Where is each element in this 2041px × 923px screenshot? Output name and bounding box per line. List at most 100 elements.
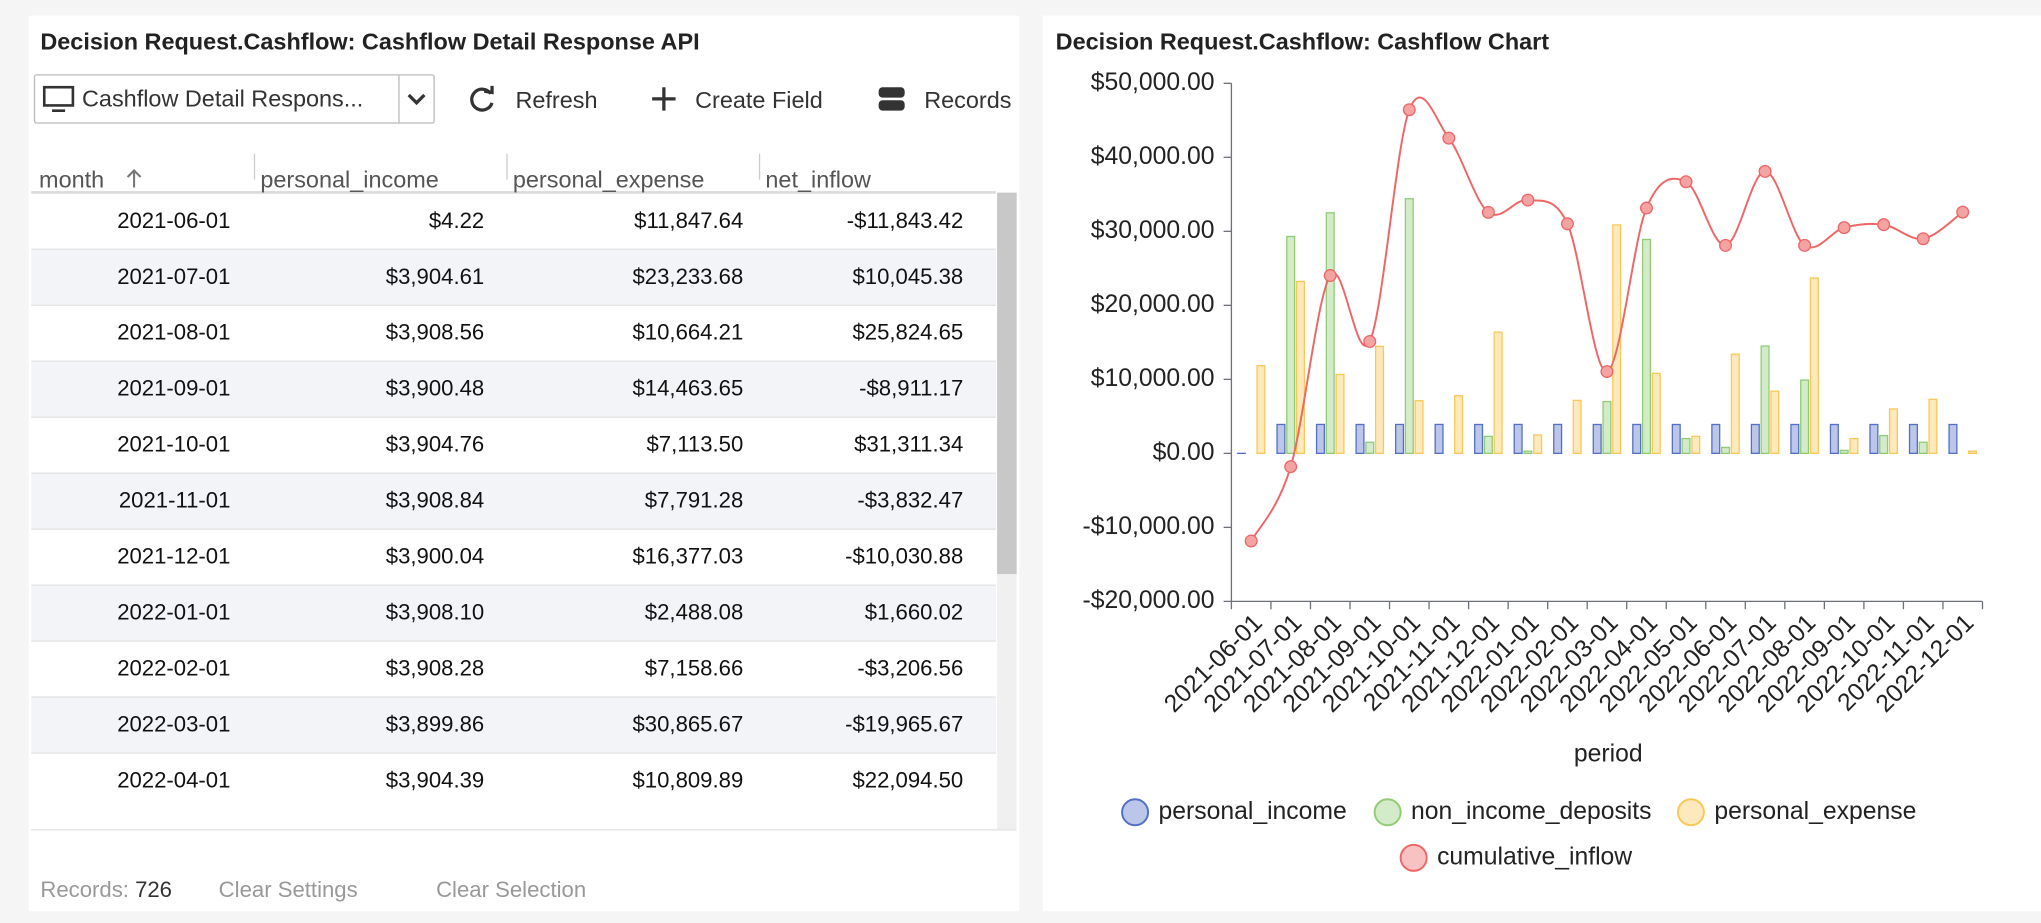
column-header[interactable]: personal_income (260, 166, 439, 193)
line-point (1916, 232, 1930, 246)
bar (1474, 423, 1484, 455)
table-row[interactable] (31, 528, 996, 586)
legend-label: personal_income (1159, 798, 1347, 825)
table-row[interactable] (31, 416, 996, 474)
line (1250, 96, 1964, 542)
table-row[interactable] (31, 360, 996, 418)
table-cell: $3,904.76 (385, 432, 485, 457)
table-row[interactable] (31, 752, 996, 810)
table-panel: Decision Request.Cashflow: Cashflow Deta… (28, 15, 1020, 912)
view-label: Cashflow Detail Respons... (82, 85, 364, 112)
bar (1681, 437, 1691, 455)
records-value: 726 (135, 877, 173, 903)
table-cell: $10,664.21 (632, 320, 744, 345)
table-cell: $7,791.28 (644, 488, 744, 513)
bar (1286, 235, 1296, 455)
scrollbar[interactable] (997, 192, 1017, 830)
table-cell: 2021-11-01 (118, 488, 231, 513)
column-header[interactable]: personal_expense (512, 166, 705, 193)
x-axis-label: period (1574, 741, 1643, 768)
bar (1641, 238, 1652, 455)
clear-selection[interactable]: Clear Selection (436, 877, 587, 903)
table-cell: $3,908.56 (385, 320, 485, 345)
table-cell: $30,865.67 (632, 712, 744, 737)
line-point (1244, 534, 1258, 548)
y-tick-label: $10,000.00 (1091, 365, 1215, 392)
y-tick-label: -$10,000.00 (1083, 513, 1215, 540)
bar (1355, 423, 1365, 455)
bar (1711, 423, 1721, 455)
column-separator (506, 153, 508, 180)
table-cell: $7,158.66 (644, 656, 744, 681)
table-row[interactable] (31, 696, 996, 754)
table-row[interactable] (31, 192, 996, 250)
table-cell: -$8,911.17 (859, 376, 964, 401)
table-cell: -$11,843.42 (846, 208, 964, 234)
line-point (1877, 218, 1891, 232)
dropdown-button[interactable] (398, 75, 433, 123)
table-cell: 2021-12-01 (117, 544, 231, 569)
table-cell: $3,899.86 (385, 712, 485, 737)
table-cell: $1,660.02 (864, 600, 964, 625)
scroll-thumb[interactable] (997, 192, 1017, 575)
table-cell: 2021-10-01 (117, 432, 231, 457)
table-cell: 2022-03-01 (117, 712, 231, 737)
line-point (1639, 201, 1653, 215)
view-select[interactable]: Cashflow Detail Respons... (33, 74, 435, 124)
table-cell: $23,233.68 (632, 264, 744, 289)
records-label: Records: (40, 877, 129, 903)
records-count: Records: 726 (40, 877, 172, 903)
bar (1295, 280, 1306, 455)
bar (1483, 435, 1493, 455)
chart-title: Decision Request.Cashflow: Cashflow Char… (1055, 28, 1550, 55)
clear-settings[interactable]: Clear Settings (218, 877, 358, 903)
table-cell: $2,488.08 (644, 600, 744, 625)
monitor-icon (42, 85, 75, 112)
create-field-button[interactable]: Create Field (695, 87, 823, 114)
table-row[interactable] (31, 304, 996, 362)
bar (1800, 379, 1810, 455)
legend-label: non_income_deposits (1411, 798, 1652, 825)
column-header[interactable]: month (39, 166, 105, 193)
bar (1612, 224, 1622, 455)
table-cell: 2021-09-01 (117, 376, 231, 401)
y-tick-label: $40,000.00 (1091, 143, 1215, 170)
records-icon[interactable] (876, 83, 907, 114)
table-cell: -$3,206.56 (857, 656, 964, 681)
plus-icon[interactable] (648, 83, 679, 114)
bar (1908, 423, 1918, 455)
table-row[interactable] (31, 640, 996, 698)
table-row[interactable] (31, 584, 996, 642)
bar (1671, 423, 1681, 455)
table-row[interactable] (31, 472, 996, 530)
bar (1809, 277, 1819, 455)
bar (1869, 423, 1879, 455)
refresh-icon[interactable] (467, 83, 498, 114)
table-cell: 2021-08-01 (117, 320, 231, 345)
table-cell: $10,045.38 (852, 264, 964, 289)
table-divider (31, 829, 1017, 831)
bar (1879, 434, 1889, 455)
records-button[interactable]: Records (924, 87, 1012, 114)
line-point (1402, 103, 1416, 117)
bar (1632, 423, 1642, 455)
table-cell: $31,311.34 (854, 432, 964, 457)
bar (1691, 435, 1701, 455)
column-header[interactable]: net_inflow (765, 166, 871, 193)
refresh-button[interactable]: Refresh (515, 87, 598, 114)
table-row[interactable] (31, 248, 996, 306)
line-point (1284, 460, 1298, 474)
bar (1730, 353, 1740, 455)
table-cell: $3,908.84 (385, 488, 485, 513)
bar (1365, 441, 1375, 455)
chevron (407, 93, 426, 106)
table-cell: 2022-02-01 (117, 656, 231, 681)
line-point (1798, 238, 1812, 252)
table-cell: 2022-01-01 (117, 600, 231, 625)
line-point (1679, 175, 1693, 189)
bar (1256, 365, 1266, 455)
panel-title: Decision Request.Cashflow: Cashflow Deta… (40, 28, 700, 55)
table-cell: $16,377.03 (632, 544, 744, 569)
